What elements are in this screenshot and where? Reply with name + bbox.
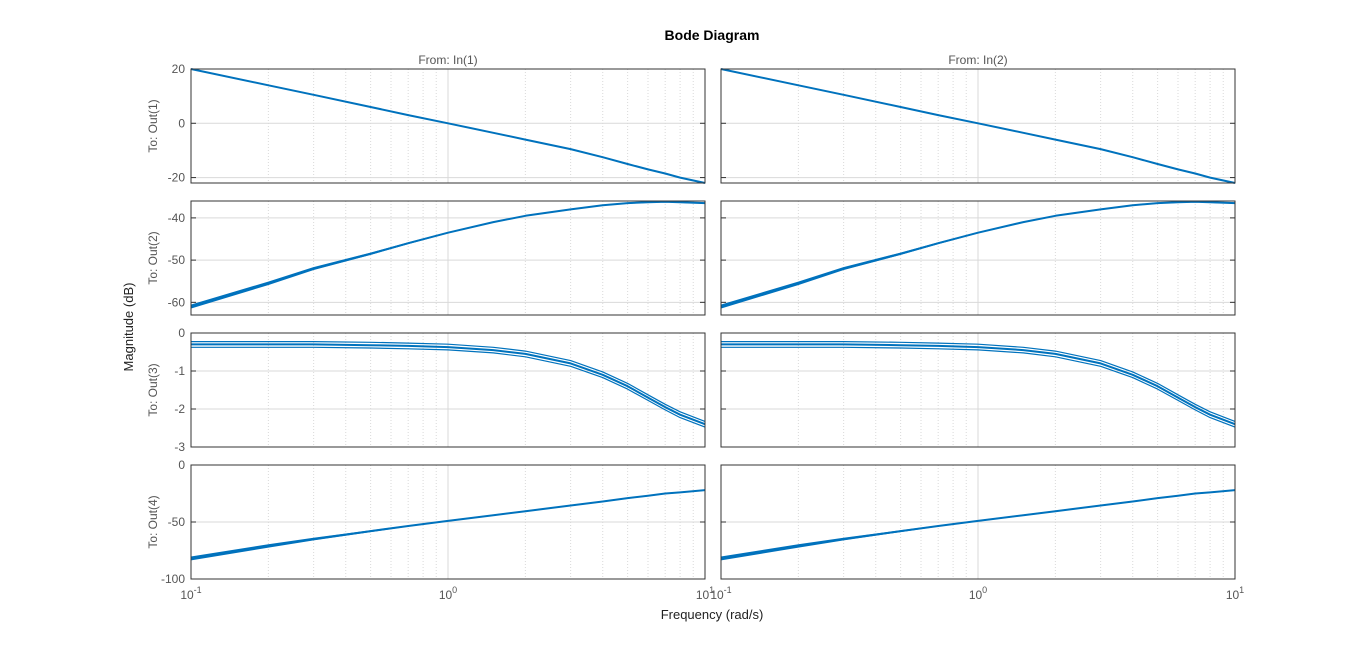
x-tick-base: 10 [696,588,710,602]
x-tick-exponent: 0 [982,585,987,595]
series-line [721,343,1236,426]
y-tick-label: -60 [168,295,186,309]
column-header: From: In(1) [418,53,477,67]
chart-title: Bode Diagram [665,27,760,43]
row-label: To: Out(4) [146,495,160,548]
subplot-r1-c2: From: In(2) [720,53,1236,184]
x-tick-base: 10 [710,588,724,602]
row-label: To: Out(2) [146,231,160,284]
x-tick-base: 10 [439,588,453,602]
x-tick-label: 10-1 [710,585,731,602]
y-tick-label: 0 [178,326,185,340]
series-line [191,341,706,422]
y-tick-label: -50 [168,253,186,267]
y-tick-label: -1 [174,364,185,378]
y-tick-label: -20 [168,171,186,185]
axis-box [720,332,1236,448]
x-tick-exponent: 1 [709,585,714,595]
y-tick-label: 0 [178,458,185,472]
series-line [720,68,1236,184]
series-line [190,489,706,558]
x-tick-base: 10 [969,588,983,602]
series-line [720,201,1236,306]
series-line [190,201,706,306]
y-axis-label: Magnitude (dB) [121,283,136,372]
y-tick-label: -100 [161,572,185,586]
row-label: To: Out(1) [146,99,160,152]
series-line [721,341,1236,422]
y-tick-label: -50 [168,515,186,529]
x-tick-base: 10 [180,588,194,602]
x-tick-label: 101 [1226,585,1244,602]
x-tick-label: 100 [969,585,987,602]
series-line [191,343,706,426]
y-tick-label: -2 [174,402,185,416]
x-axis-label: Frequency (rad/s) [661,607,764,622]
axis-box [720,200,1236,316]
x-tick-label: 10-1 [180,585,201,602]
x-tick-exponent: 1 [1239,585,1244,595]
x-tick-exponent: -1 [194,585,202,595]
subplot-r3-c1: 0 -1 -2 -3 [174,326,706,454]
axis-box [190,332,706,448]
subplot-r2-c2 [720,200,1236,316]
series-line [720,489,1236,558]
x-tick-exponent: -1 [724,585,732,595]
y-tick-label: -3 [174,440,185,454]
axis-box [190,68,706,184]
subplot-r4-c2: 10-1 100 101 [710,464,1244,602]
y-tick-label: 20 [172,62,186,76]
series-line [721,346,1236,428]
subplot-r1-c1: 20 0 -20 From: In(1) [168,53,706,185]
x-tick-label: 100 [439,585,457,602]
axis-box [720,68,1236,184]
x-tick-base: 10 [1226,588,1240,602]
subplot-r2-c1: -40 -50 -60 [168,200,706,316]
row-label: To: Out(3) [146,363,160,416]
series-line [190,68,706,184]
series-line [191,346,706,428]
y-tick-label: -40 [168,211,186,225]
axis-box [190,464,706,580]
x-tick-exponent: 0 [452,585,457,595]
column-header: From: In(2) [948,53,1007,67]
y-tick-label: 0 [178,116,185,130]
axis-box [190,200,706,316]
axis-box [720,464,1236,580]
subplot-r3-c2 [720,332,1236,448]
x-tick-label: 101 [696,585,714,602]
